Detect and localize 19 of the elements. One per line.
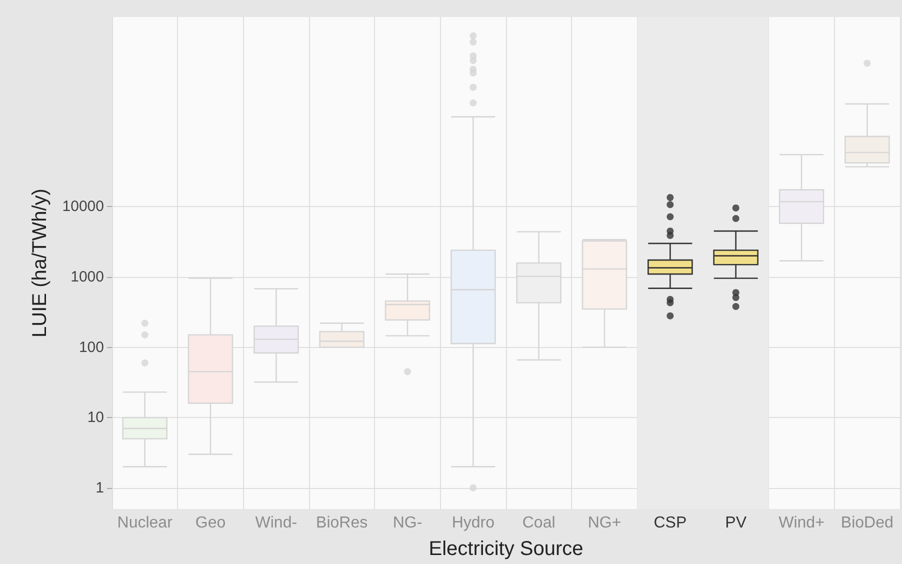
- x-tick-label: PV: [725, 514, 747, 532]
- x-tick-label: Coal: [522, 514, 556, 532]
- x-tick-label: Nuclear: [117, 514, 174, 532]
- x-tick-label: Wind+: [778, 514, 824, 532]
- y-tick-label: 100: [78, 338, 104, 356]
- y-tick-label: 10: [87, 409, 104, 426]
- y-tick-label: 10000: [62, 198, 104, 216]
- x-tick-label: Hydro: [452, 514, 495, 532]
- x-tick-label: NG-: [392, 514, 422, 532]
- x-axis-title: Electricity Source: [428, 538, 584, 560]
- x-tick-label: BioRes: [316, 514, 368, 532]
- x-tick-label: NG+: [588, 514, 622, 532]
- x-tick-label: Geo: [195, 514, 226, 532]
- x-tick-label: CSP: [654, 514, 687, 532]
- y-tick-label: 1: [96, 479, 104, 496]
- y-axis-title: LUIE (ha/TWh/y): [29, 188, 51, 338]
- x-tick-label: Wind-: [255, 514, 298, 532]
- x-tick-label: BioDed: [840, 514, 894, 532]
- y-tick-label: 1000: [70, 268, 104, 286]
